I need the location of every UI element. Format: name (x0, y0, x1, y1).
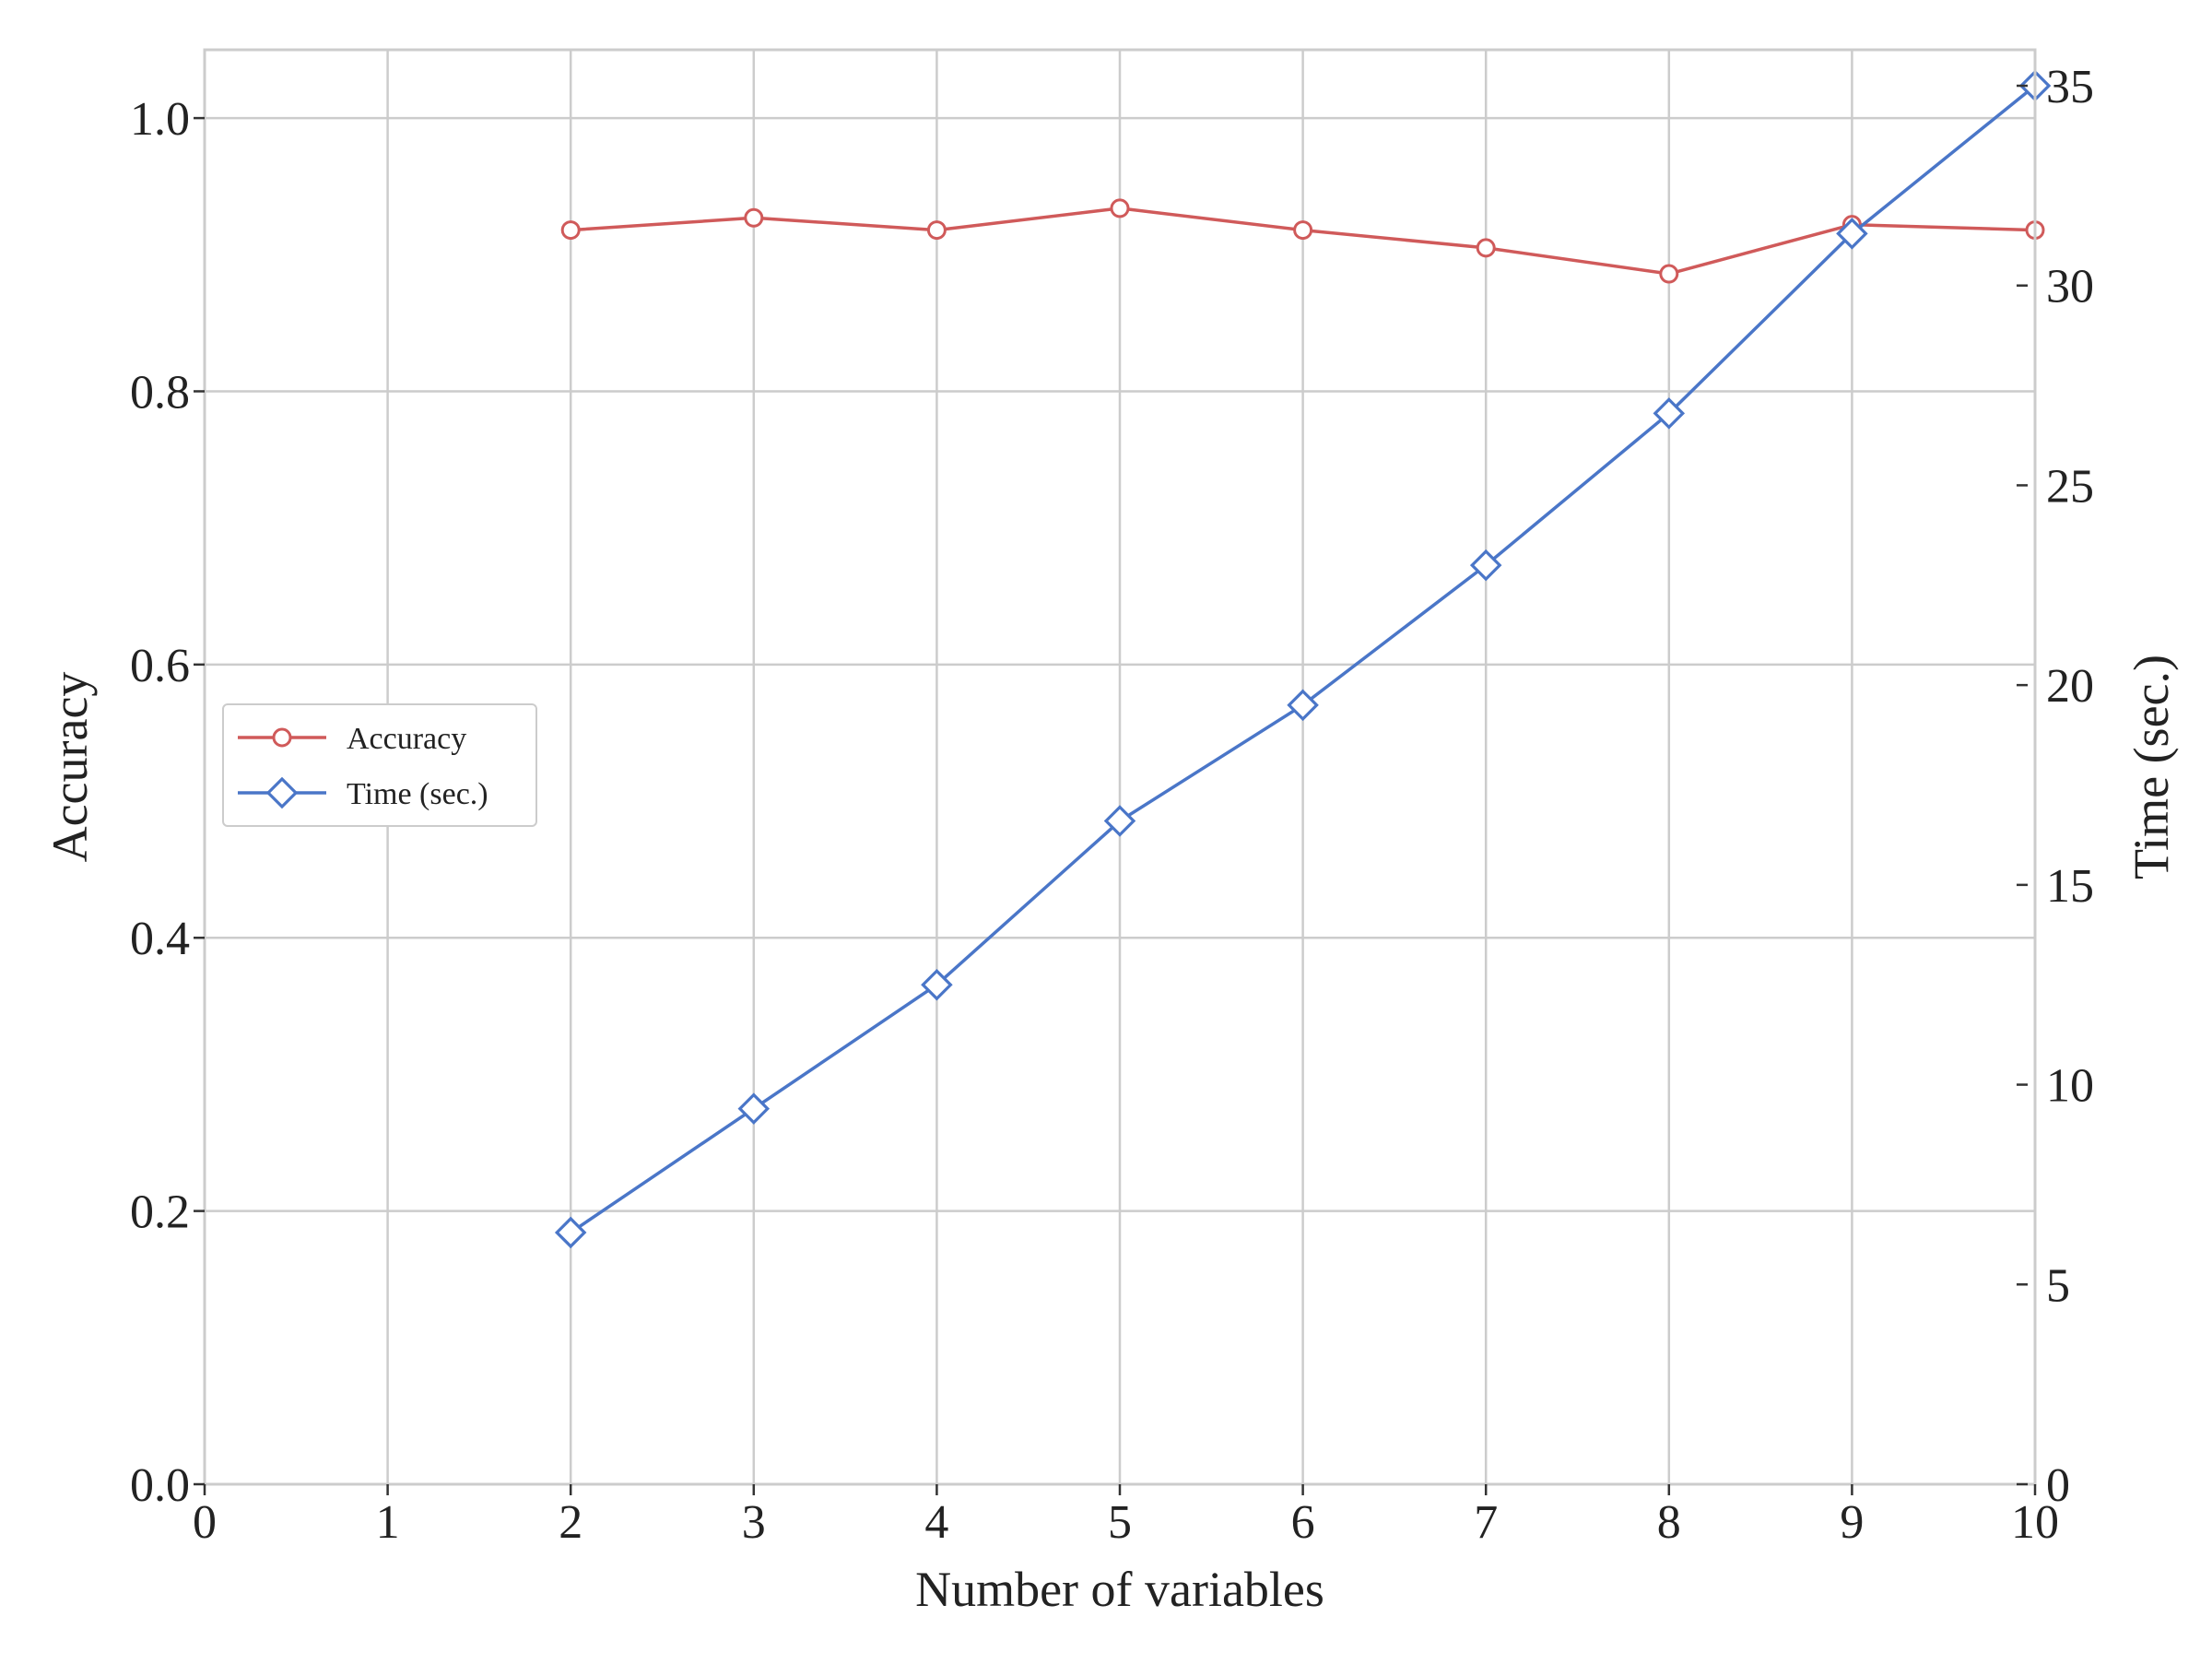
x-tick-label: 7 (1474, 1496, 1498, 1549)
data-point (921, 968, 953, 1001)
y2-tick-label: 20 (2046, 660, 2094, 713)
plot-area (554, 69, 2052, 1249)
y-tick-label: 1.0 (130, 93, 190, 146)
series-time (554, 69, 2052, 1249)
legend-marker (265, 776, 299, 809)
legend-box (222, 703, 537, 827)
x-tick-label: 2 (559, 1496, 582, 1549)
axes: 0 1 2 3 4 5 6 7 8 9 10 0.0 0.2 0.4 0.6 0.8 1.0 0 5 10 15 20 25… (130, 61, 2094, 1549)
y2-axis-label: Time (sec.) (2124, 655, 2179, 879)
y-tick-label: 0.0 (130, 1459, 190, 1512)
y-tick-label: 0.2 (130, 1186, 190, 1239)
data-point (737, 1092, 771, 1125)
data-point (1293, 220, 1313, 241)
data-point (1836, 218, 1868, 250)
legend-marker (272, 727, 292, 748)
series-accuracy (560, 198, 2045, 284)
data-point (560, 220, 581, 241)
x-tick-label: 10 (2011, 1496, 2059, 1549)
data-point (1653, 397, 1686, 430)
y2-tick-label: 5 (2046, 1259, 2070, 1312)
y2-tick-label: 35 (2046, 61, 2094, 113)
data-point (926, 220, 947, 241)
legend-entry: Accuracy (238, 722, 466, 756)
data-point (1469, 549, 1502, 582)
legend-label: Accuracy (347, 722, 466, 756)
x-tick-label: 9 (1840, 1496, 1864, 1549)
x-axis-label: Number of variables (915, 1562, 1324, 1617)
data-point (1659, 264, 1679, 284)
x-tick-label: 6 (1291, 1496, 1315, 1549)
legend: Accuracy Time (sec.) (222, 703, 537, 827)
legend-label: Time (sec.) (347, 777, 488, 811)
y-tick-label: 0.8 (130, 366, 190, 419)
y-axis-label: Accuracy (42, 672, 98, 863)
x-tick-label: 4 (924, 1496, 948, 1549)
data-point (554, 1216, 587, 1249)
y-tick-label: 0.6 (130, 640, 190, 692)
y2-tick-label: 10 (2046, 1060, 2094, 1113)
y2-tick-label: 30 (2046, 261, 2094, 313)
data-point (1110, 198, 1130, 218)
x-tick-label: 8 (1657, 1496, 1681, 1549)
x-tick-label: 0 (193, 1496, 217, 1549)
y2-tick-label: 0 (2046, 1459, 2070, 1512)
y-tick-label: 0.4 (130, 913, 190, 965)
y2-tick-label: 25 (2046, 460, 2094, 513)
data-point (1476, 238, 1496, 258)
x-tick-label: 3 (742, 1496, 766, 1549)
data-point (1287, 689, 1319, 722)
y2-tick-label: 15 (2046, 860, 2094, 913)
data-point (1103, 805, 1136, 837)
x-tick-label: 1 (376, 1496, 400, 1549)
legend-entry: Time (sec.) (238, 776, 488, 811)
data-point (744, 207, 764, 228)
x-tick-label: 5 (1108, 1496, 1132, 1549)
